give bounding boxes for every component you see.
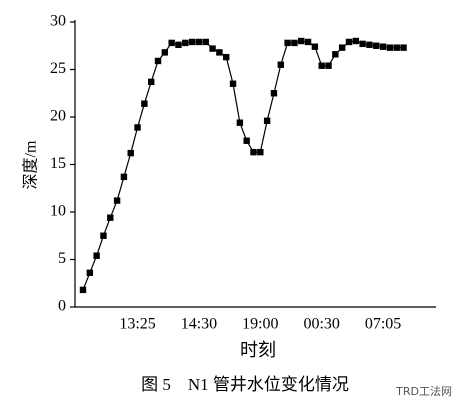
marker [202, 38, 209, 46]
y-axis-label: 深度/m [22, 140, 40, 189]
caption: 图 5 N1 管井水位变化情况 [141, 375, 349, 394]
marker [93, 252, 100, 259]
marker [195, 38, 203, 46]
x-tick-label: 13:25 [119, 316, 155, 333]
marker [325, 62, 332, 69]
marker [270, 90, 278, 97]
marker [86, 269, 94, 276]
marker [263, 117, 271, 124]
x-tick-label: 00:30 [303, 316, 339, 333]
marker [352, 37, 359, 45]
y-tick-label: 5 [58, 250, 66, 267]
x-tick-label: 14:30 [181, 316, 217, 333]
marker [257, 148, 264, 156]
x-axis-label: 时刻 [240, 340, 276, 360]
marker [148, 78, 155, 86]
marker [182, 39, 189, 47]
marker [359, 40, 366, 48]
marker [175, 41, 182, 48]
marker [141, 100, 148, 107]
marker [304, 38, 312, 46]
marker [338, 44, 346, 51]
marker [291, 39, 298, 47]
marker [100, 232, 107, 239]
marker [79, 286, 87, 294]
x-tick-label: 07:05 [365, 316, 401, 333]
marker [400, 44, 407, 51]
marker [120, 173, 128, 181]
y-tick-label: 25 [50, 60, 66, 77]
marker [298, 37, 305, 45]
marker [188, 38, 196, 46]
line [82, 40, 404, 291]
marker [345, 38, 353, 46]
marker [113, 197, 121, 204]
marker [236, 119, 244, 126]
marker [284, 39, 291, 47]
marker [386, 44, 394, 51]
marker [223, 53, 230, 61]
marker [134, 124, 141, 131]
marker [373, 42, 380, 49]
watermark: TRD工法网 [395, 384, 452, 398]
marker [250, 148, 257, 156]
y-tick-label: 0 [58, 298, 66, 315]
marker [229, 80, 237, 87]
marker [366, 41, 373, 48]
marker [311, 43, 319, 50]
marker [107, 214, 114, 221]
y-tick-label: 10 [50, 203, 66, 220]
marker [332, 51, 339, 58]
x-tick-label: 19:00 [242, 316, 278, 333]
marker [168, 39, 175, 47]
marker [243, 137, 250, 144]
marker [127, 149, 134, 157]
marker [318, 62, 325, 69]
y-tick-label: 15 [50, 155, 66, 172]
marker [379, 43, 387, 50]
y-tick-label: 20 [50, 108, 66, 125]
marker [216, 49, 223, 56]
marker [209, 45, 216, 52]
marker [277, 61, 284, 68]
marker [154, 57, 162, 65]
marker [393, 44, 400, 51]
y-tick-label: 30 [50, 13, 66, 30]
marker [161, 49, 169, 56]
